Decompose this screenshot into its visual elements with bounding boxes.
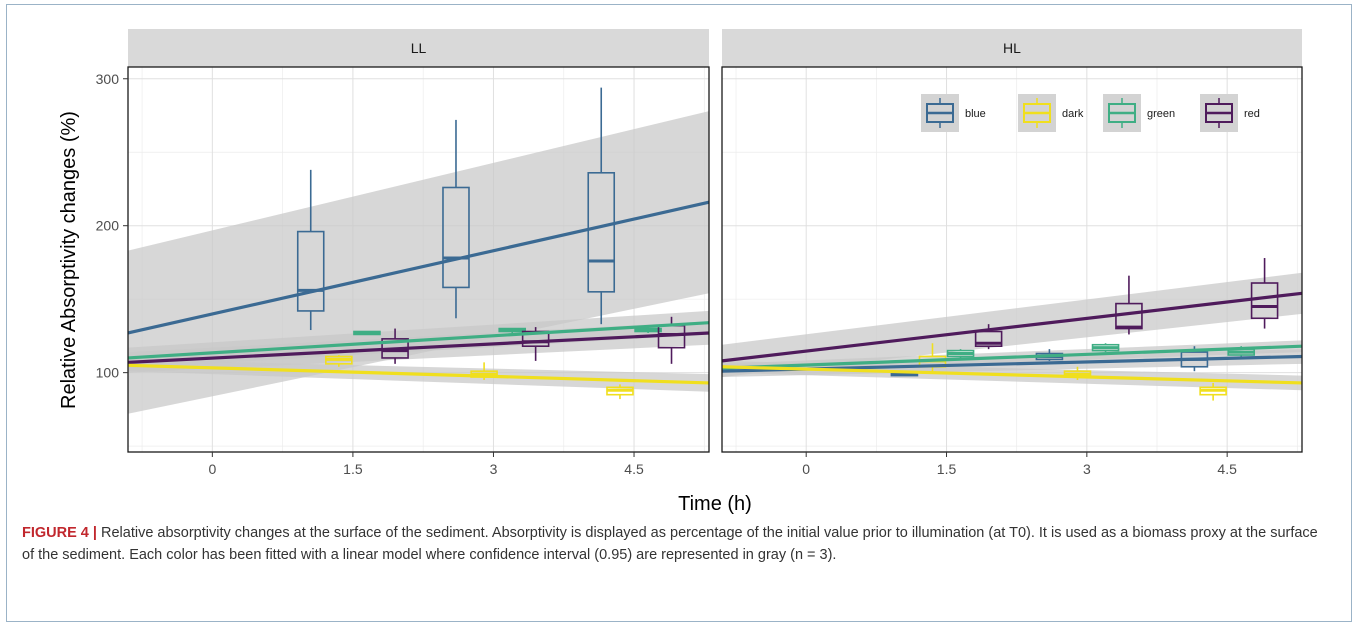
fit-line-dark (127, 363, 710, 385)
x-tick-label: 4.5 (1217, 461, 1237, 477)
box-blue (296, 230, 325, 312)
legend-label-green: green (1147, 108, 1175, 120)
box-red (521, 330, 550, 347)
figure-chart: LL 0 1.5 3 4.5 100 200 300 HL 0 1.5 3 4.5 blue dark gre… (58, 29, 1303, 515)
panel-strip-label: HL (1003, 40, 1021, 56)
chart-panels: LL 0 1.5 3 4.5 100 200 300 HL 0 1.5 3 4.5 blue dark gre… (96, 29, 1303, 477)
x-tick-label: 3 (1083, 461, 1091, 477)
y-tick-label: 200 (96, 218, 120, 234)
fit-line-green (721, 344, 1303, 370)
caption-text: Relative absorptivity changes at the sur… (22, 525, 1318, 563)
panel-strip (722, 29, 1302, 67)
legend-label-red: red (1244, 108, 1260, 120)
ci-band-blue (128, 111, 709, 414)
panel-border (721, 66, 1303, 453)
y-tick-label: 100 (96, 365, 120, 381)
legend-label-blue: blue (965, 108, 986, 120)
figure-frame (6, 4, 1352, 622)
fit-line-blue (127, 200, 710, 335)
box-red (974, 330, 1003, 347)
fit-line-red (721, 291, 1303, 363)
box-blue (587, 172, 616, 293)
x-tick-label: 0 (208, 461, 216, 477)
fit-line-dark (721, 365, 1303, 385)
x-tick-label: 1.5 (937, 461, 957, 477)
panel-border (127, 66, 710, 453)
y-tick-label: 300 (96, 71, 120, 87)
x-tick-label: 4.5 (624, 461, 644, 477)
x-tick-label: 3 (490, 461, 498, 477)
y-axis-label: Relative Absorptivity changes (%) (58, 111, 80, 409)
x-tick-label: 0 (802, 461, 810, 477)
panel-strip (128, 29, 709, 67)
figure-caption: FIGURE 4 | Relative absorptivity changes… (22, 522, 1332, 566)
x-tick-label: 1.5 (343, 461, 363, 477)
legend: blue dark green red (921, 94, 1260, 132)
x-axis-label: Time (h) (678, 493, 752, 515)
box-blue (442, 186, 470, 289)
ci-band-red (722, 272, 1302, 378)
caption-label: FIGURE 4 | (22, 525, 97, 541)
legend-label-dark: dark (1062, 108, 1084, 120)
fit-line-red (127, 331, 710, 364)
panel-ll: LL 0 1.5 3 4.5 100 200 300 (96, 29, 710, 477)
panel-strip-label: LL (411, 40, 427, 56)
fit-line-green (127, 321, 710, 360)
panel-hl: HL 0 1.5 3 4.5 blue dark green red (721, 29, 1303, 477)
